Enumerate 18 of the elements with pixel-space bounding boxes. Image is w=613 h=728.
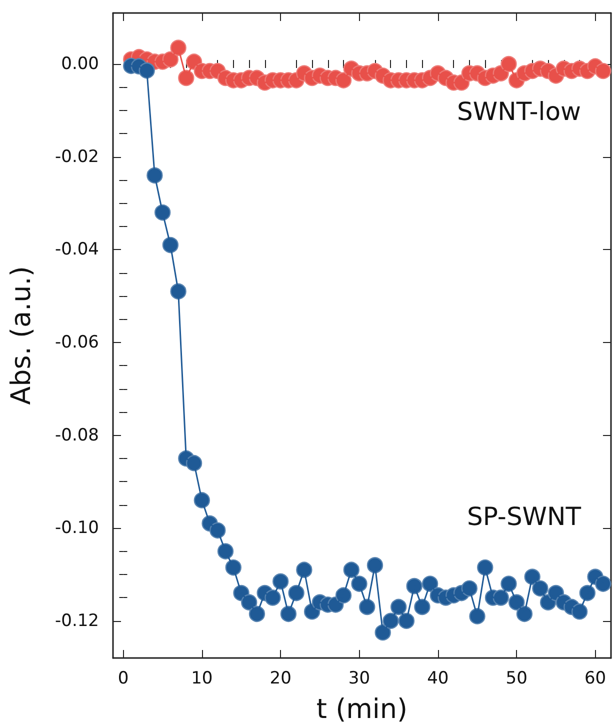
series-label: SWNT-low	[457, 97, 582, 126]
y-tick-label: -0.10	[55, 518, 99, 538]
y-tick-label: 0.00	[61, 54, 99, 74]
y-tick-label: -0.08	[55, 425, 99, 446]
y-tick-label: -0.12	[55, 610, 99, 631]
x-tick-label: 40	[427, 668, 449, 688]
x-tick-label: 0	[118, 668, 129, 688]
x-tick-label: 60	[584, 668, 606, 688]
x-tick-label: 10	[191, 668, 213, 688]
y-tick-label: -0.06	[55, 332, 99, 352]
x-tick-label: 30	[348, 668, 370, 688]
x-tick-label: 20	[270, 668, 292, 688]
series-label: SP-SWNT	[467, 502, 582, 531]
y-axis-title: Abs. (a.u.)	[6, 266, 37, 405]
y-tick-label: -0.02	[55, 146, 99, 167]
x-axis-title: t (min)	[316, 694, 408, 725]
x-tick-label: 50	[506, 668, 528, 688]
y-tick-label: -0.04	[55, 240, 99, 260]
